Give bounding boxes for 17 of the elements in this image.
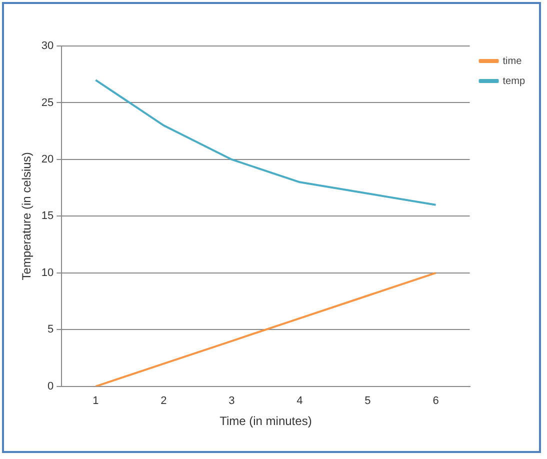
y-tick-label: 30 bbox=[41, 40, 54, 52]
x-tick-label: 3 bbox=[228, 395, 235, 408]
legend-label: time bbox=[502, 56, 522, 67]
legend-label: temp bbox=[502, 76, 526, 87]
y-tick-label: 25 bbox=[41, 96, 54, 109]
x-tick-label: 1 bbox=[92, 395, 99, 408]
x-tick-label: 4 bbox=[296, 395, 303, 408]
y-tick-label: 15 bbox=[41, 210, 54, 222]
y-tick-label: 5 bbox=[48, 324, 54, 336]
x-tick-label: 5 bbox=[364, 395, 371, 408]
x-tick-label: 2 bbox=[160, 395, 167, 408]
x-tick-label: 6 bbox=[432, 395, 439, 408]
y-axis-title: Temperature (in celsius) bbox=[20, 152, 34, 280]
y-tick-label: 20 bbox=[41, 154, 54, 166]
y-tick-label: 0 bbox=[48, 380, 54, 392]
x-axis-title: Time (in minutes) bbox=[220, 414, 312, 428]
y-tick-label: 10 bbox=[41, 266, 54, 279]
